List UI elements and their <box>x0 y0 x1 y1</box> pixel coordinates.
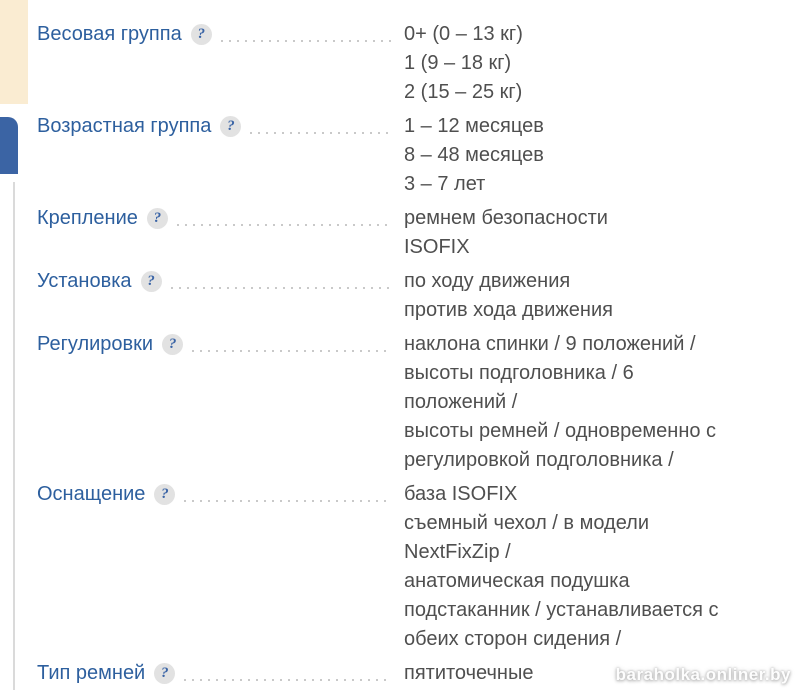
spec-label: Регулировки <box>37 333 154 355</box>
spec-values: пятиточечные <box>404 659 794 688</box>
help-icon[interactable]: ? <box>154 484 176 505</box>
spec-value-line: пятиточечные <box>404 662 534 684</box>
spec-values: 1 – 12 месяцев 8 – 48 месяцев 3 – 7 лет <box>404 112 794 199</box>
spec-value-line: 3 – 7 лет <box>404 173 486 195</box>
spec-row: Весовая группа ? 0+ (0 – 13 кг) 1 (9 – 18… <box>37 20 794 107</box>
spec-value-line: наклона спинки / 9 положений / <box>404 333 696 355</box>
spec-label-cell: Возрастная группа ? <box>37 112 404 141</box>
spec-label: Крепление <box>37 207 138 229</box>
spec-label: Весовая группа <box>37 23 182 45</box>
dotted-leader <box>220 40 392 42</box>
spec-values: база ISOFIX съемный чехол / в модели NextF… <box>404 480 794 654</box>
spec-row: Оснащение ? база ISOFIX съемный чехол / в… <box>37 480 794 654</box>
spec-value-line: подстаканник / устанавливается с <box>404 599 719 621</box>
spec-label-cell: Тип ремней ? <box>37 659 404 688</box>
spec-value-line: 1 – 12 месяцев <box>404 115 544 137</box>
spec-values: по ходу движения против хода движения <box>404 267 794 325</box>
spec-value-line: положений / <box>404 391 518 413</box>
spec-row: Установка ? по ходу движения против хода … <box>37 267 794 325</box>
dotted-leader <box>192 350 392 352</box>
spec-value-line: анатомическая подушка <box>404 570 630 592</box>
spec-value-line: 1 (9 – 18 кг) <box>404 52 512 74</box>
help-icon[interactable]: ? <box>220 116 242 137</box>
spec-value-line: обеих сторон сидения / <box>404 628 622 650</box>
dotted-leader <box>170 287 392 289</box>
help-icon[interactable]: ? <box>190 24 212 45</box>
spec-value-line: ISOFIX <box>404 236 470 258</box>
blue-edge-tab <box>0 117 18 174</box>
spec-label-cell: Весовая группа ? <box>37 20 404 49</box>
spec-value-line: высоты подголовника / 6 <box>404 362 634 384</box>
spec-label: Тип ремней <box>37 662 146 684</box>
spec-value-line: 2 (15 – 25 кг) <box>404 81 523 103</box>
spec-label-cell: Установка ? <box>37 267 404 296</box>
spec-value-line: база ISOFIX <box>404 483 518 505</box>
dotted-leader <box>184 679 392 681</box>
spec-label: Установка <box>37 270 132 292</box>
spec-row: Крепление ? ремнем безопасности ISOFIX <box>37 204 794 262</box>
dotted-leader <box>176 224 392 226</box>
spec-row: Регулировки ? наклона спинки / 9 положен… <box>37 330 794 475</box>
spec-row: Возрастная группа ? 1 – 12 месяцев 8 – 48… <box>37 112 794 199</box>
spec-row: Тип ремней ? пятиточечные <box>37 659 794 688</box>
vertical-divider <box>13 182 15 690</box>
spec-value-line: высоты ремней / одновременно с <box>404 420 717 442</box>
spec-value-line: регулировкой подголовника / <box>404 449 674 471</box>
spec-label-cell: Регулировки ? <box>37 330 404 359</box>
spec-value-line: ремнем безопасности <box>404 207 608 229</box>
spec-label: Оснащение <box>37 483 146 505</box>
spec-value-line: 0+ (0 – 13 кг) <box>404 23 523 45</box>
spec-value-line: съемный чехол / в модели <box>404 512 650 534</box>
cream-edge-strip <box>0 0 28 104</box>
spec-values: наклона спинки / 9 положений / высоты под… <box>404 330 794 475</box>
spec-value-line: по ходу движения <box>404 270 571 292</box>
help-icon[interactable]: ? <box>162 334 184 355</box>
spec-value-line: 8 – 48 месяцев <box>404 144 544 166</box>
spec-label-cell: Крепление ? <box>37 204 404 233</box>
spec-label: Возрастная группа <box>37 115 212 137</box>
spec-label-cell: Оснащение ? <box>37 480 404 509</box>
spec-value-line: против хода движения <box>404 299 613 321</box>
spec-value-line: NextFixZip / <box>404 541 511 563</box>
dotted-leader <box>184 500 392 502</box>
spec-values: 0+ (0 – 13 кг) 1 (9 – 18 кг) 2 (15 – 25 кг… <box>404 20 794 107</box>
watermark: baraholka.onliner.by <box>615 665 791 684</box>
spec-values: ремнем безопасности ISOFIX <box>404 204 794 262</box>
dotted-leader <box>250 132 392 134</box>
help-icon[interactable]: ? <box>154 663 176 684</box>
help-icon[interactable]: ? <box>146 208 168 229</box>
help-icon[interactable]: ? <box>140 271 162 292</box>
